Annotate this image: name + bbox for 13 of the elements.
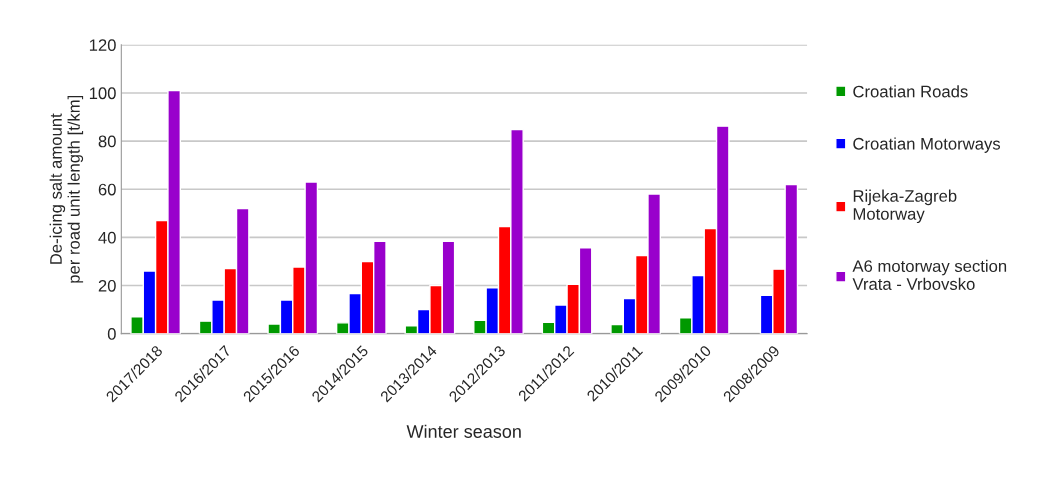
y-tick-label: 100 [89, 87, 116, 100]
y-axis-title: De-icing salt amount per road unit length [t/km] [49, 95, 84, 283]
legend-label: A6 motorway section Vrata - Vrbovsko [852, 259, 1007, 290]
y-tick-label: 20 [98, 279, 116, 292]
y-tick-label: 120 [89, 39, 116, 52]
legend-label: Rijeka-Zagreb Motorway [853, 189, 957, 224]
legend-label: Croatian Roads [853, 85, 968, 98]
legend-label: Croatian Motorways [853, 137, 1001, 153]
y-tick-label: 40 [98, 231, 116, 244]
y-tick-label: 60 [98, 183, 116, 196]
y-tick-label: 80 [98, 135, 116, 148]
y-tick-label: 0 [107, 328, 116, 340]
x-axis-title: Winter season [406, 424, 521, 438]
